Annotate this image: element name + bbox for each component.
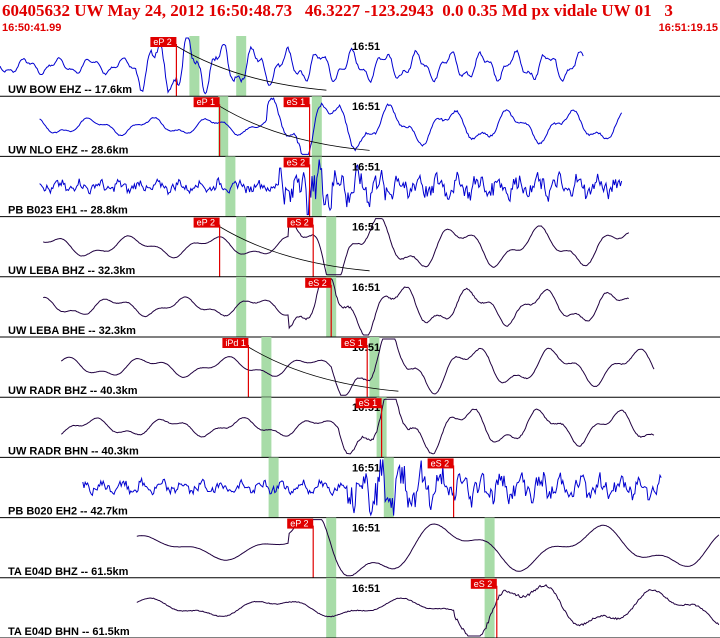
- station-label: TA E04D BHN -- 61.5km: [8, 626, 130, 638]
- time-mark: 16:51: [352, 462, 380, 474]
- pick-label: eP 2: [197, 218, 215, 228]
- event-title: 60405632 UW May 24, 2012 16:50:48.73 46.…: [2, 1, 673, 21]
- seismogram-panel[interactable]: 16:51 eP 2 UW BOW EHZ -- 17.6km 16:51 eP 1 eS…: [0, 36, 720, 638]
- pick-label: eS 2: [474, 579, 493, 589]
- phase-window: [326, 578, 336, 638]
- time-mark: 16:51: [352, 101, 380, 113]
- pick-label: eP 1: [197, 97, 215, 107]
- time-mark: 16:51: [352, 161, 380, 173]
- station-label: UW NLO EHZ -- 28.6km: [8, 144, 129, 156]
- phase-window: [312, 96, 322, 156]
- waveform: [137, 585, 719, 636]
- time-mark: 16:51: [352, 583, 380, 595]
- phase-window: [236, 277, 246, 337]
- station-label: UW BOW EHZ -- 17.6km: [8, 84, 132, 96]
- pick-label: eS 1: [359, 398, 378, 408]
- phase-window: [189, 36, 199, 96]
- header: 60405632 UW May 24, 2012 16:50:48.73 46.…: [0, 0, 720, 36]
- phase-window: [225, 156, 235, 216]
- time-end: 16:51:19.15: [659, 22, 718, 34]
- phase-window: [384, 457, 394, 517]
- trace-row[interactable]: 16:51iPd 1eS 1UW RADR BHZ -- 40.3km: [0, 337, 720, 397]
- pick-label: eS 2: [431, 458, 450, 468]
- trace-row[interactable]: 16:51 eS 2 UW LEBA BHE -- 32.3km: [0, 277, 720, 337]
- station-label: UW RADR BHZ -- 40.3km: [8, 385, 138, 397]
- pick-label: eS 2: [287, 157, 306, 167]
- pick-label: eS 2: [290, 218, 309, 228]
- time-mark: 16:51: [352, 523, 380, 535]
- pick-label: eP 2: [153, 37, 171, 47]
- station-label: UW RADR BHN -- 40.3km: [8, 445, 139, 457]
- trace-row[interactable]: 16:51 eP 2 UW BOW EHZ -- 17.6km: [0, 36, 720, 96]
- phase-window: [261, 397, 271, 457]
- phase-window: [485, 518, 495, 578]
- time-mark: 16:51: [352, 222, 380, 234]
- station-label: PB B020 EH2 -- 42.7km: [8, 506, 128, 518]
- time-mark: 16:51: [352, 282, 380, 294]
- phase-window: [261, 337, 271, 397]
- pick-label: iPd 1: [225, 338, 246, 348]
- pick-label: eS 1: [344, 338, 363, 348]
- station-label: UW LEBA BHE -- 32.3km: [8, 325, 136, 337]
- trace-row[interactable]: 16:51 eS 2 PB B020 EH2 -- 42.7km: [0, 457, 720, 517]
- trace-row[interactable]: 16:51 eP 2 eS 2 UW LEBA BHZ -- 32.3km: [0, 217, 720, 277]
- time-start: 16:50:41.99: [2, 22, 61, 34]
- trace-row[interactable]: 16:51 eP 2 TA E04D BHZ -- 61.5km: [0, 518, 720, 578]
- time-mark: 16:51: [352, 41, 380, 53]
- pick-label: eP 2: [290, 519, 308, 529]
- phase-window: [326, 217, 336, 277]
- pick-label: eS 1: [287, 97, 306, 107]
- trace-row[interactable]: 16:51 eP 1 eS 1 UW NLO EHZ -- 28.6km: [0, 96, 720, 156]
- station-label: PB B023 EH1 -- 28.8km: [8, 205, 128, 217]
- phase-window: [236, 36, 246, 96]
- waveform: [137, 520, 719, 576]
- phase-window: [236, 217, 246, 277]
- pick-label: eS 2: [308, 278, 327, 288]
- trace-row[interactable]: 16:51 eS 2 TA E04D BHN -- 61.5km: [0, 578, 720, 638]
- station-label: UW LEBA BHZ -- 32.3km: [8, 265, 136, 277]
- trace-row[interactable]: 16:51 eS 2 PB B023 EH1 -- 28.8km: [0, 156, 720, 216]
- phase-window: [326, 518, 336, 578]
- station-label: TA E04D BHZ -- 61.5km: [8, 566, 129, 578]
